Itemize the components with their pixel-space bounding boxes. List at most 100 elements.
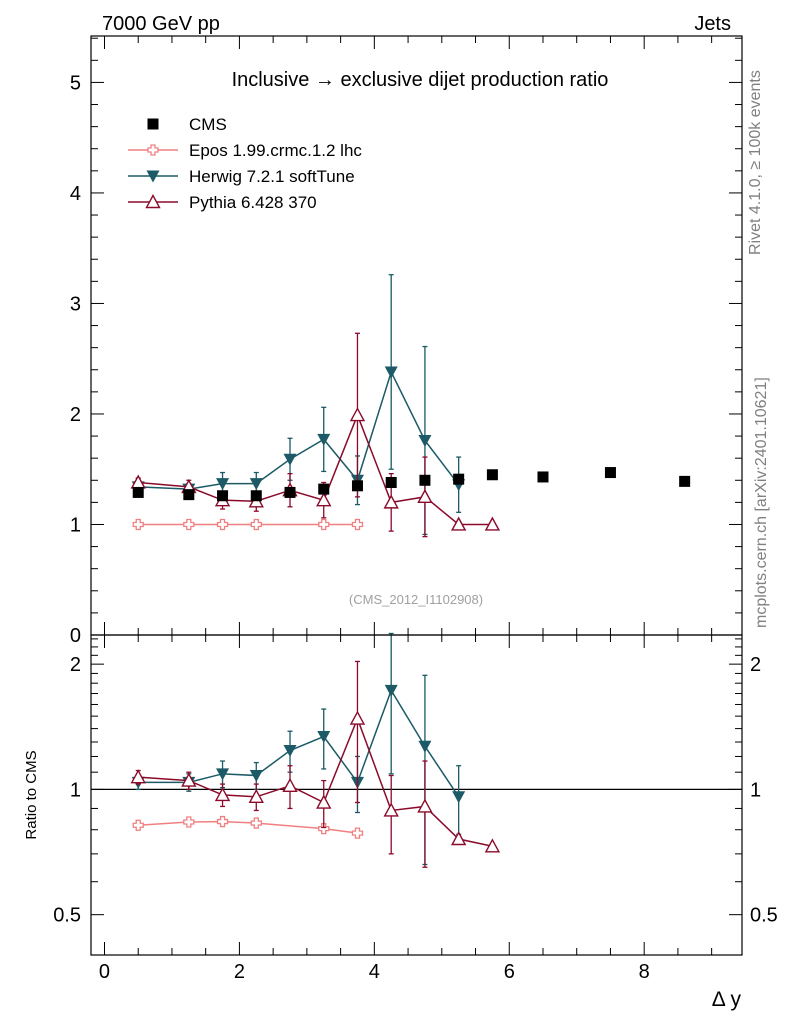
data-point-herwig: [216, 768, 230, 781]
data-point-cms: [385, 476, 397, 488]
ratio-y-tick-label-left: 0.5: [53, 905, 81, 927]
data-point-pythia: [130, 769, 146, 784]
data-point-pythia: [349, 407, 366, 422]
data-point-cms: [318, 483, 330, 495]
data-point-cms: [453, 473, 465, 485]
series-line-herwig: [138, 369, 460, 490]
rivet-version-label: Rivet 4.1.0, ≥ 100k events: [747, 70, 764, 255]
data-point-epos: [132, 518, 144, 531]
main-y-tick-label: 2: [70, 404, 81, 426]
data-point-epos: [216, 815, 229, 828]
data-point-pythia: [450, 516, 467, 531]
main-y-tick-label: 5: [70, 72, 81, 94]
legend-label-cms: CMS: [189, 115, 227, 134]
data-point-pythia: [349, 710, 366, 725]
data-point-pythia: [417, 798, 433, 813]
series-herwig-main: [131, 274, 466, 536]
series-pythia-ratio: [130, 660, 501, 868]
series-herwig-ratio: [131, 632, 466, 866]
data-point-pythia: [282, 777, 298, 793]
data-point-cms: [351, 480, 363, 492]
data-point-epos: [216, 518, 229, 531]
data-point-herwig: [317, 433, 331, 446]
main-y-tick-label: 4: [70, 183, 81, 205]
data-point-herwig: [384, 684, 398, 697]
data-point-cms: [604, 467, 616, 479]
data-point-epos: [250, 518, 262, 531]
data-point-herwig: [283, 745, 297, 758]
data-point-herwig: [249, 770, 263, 783]
data-point-epos: [183, 518, 195, 531]
main-y-tick-label: 3: [70, 293, 81, 315]
x-axis-label: Δ y: [712, 988, 742, 1011]
data-point-pythia: [214, 786, 231, 802]
series-line-pythia: [138, 413, 493, 526]
analysis-id-label: (CMS_2012_I1102908): [349, 592, 483, 607]
ratio-panel: 0.5 0.5 1 1 2 2 Ratio to CMS: [23, 632, 778, 956]
series-epos-main: [132, 518, 364, 531]
data-point-pythia: [181, 772, 197, 787]
main-y-tick-label: 0: [70, 625, 81, 647]
mcplots-source-label: mcplots.cern.ch [arXiv:2401.10621]: [753, 377, 770, 628]
data-point-epos: [351, 518, 364, 531]
ratio-y-tick-label-right: 0.5: [750, 905, 778, 927]
data-point-pythia: [248, 788, 264, 803]
header-group-label: Jets: [694, 13, 731, 35]
main-y-tick-label: 1: [70, 514, 81, 536]
header-energy-label: 7000 GeV pp: [102, 13, 220, 35]
data-point-herwig: [216, 478, 230, 491]
data-point-cms: [250, 490, 262, 502]
data-point-herwig: [452, 791, 466, 804]
legend-marker-herwig: [146, 170, 160, 183]
data-point-herwig: [317, 731, 331, 744]
x-tick-label: 4: [369, 961, 380, 983]
data-point-herwig: [384, 366, 398, 379]
legend-marker-cms: [147, 118, 159, 130]
x-tick-label: 0: [99, 961, 110, 983]
data-point-epos: [183, 816, 195, 828]
legend-label-epos: Epos 1.99.crmc.1.2 lhc: [189, 141, 362, 160]
data-point-cms: [217, 490, 229, 502]
legend: CMS Epos 1.99.crmc.1.2 lhc Herwig 7.2.1 so…: [128, 115, 362, 212]
ratio-y-tick-label-left: 2: [70, 654, 81, 676]
series-pythia-main: [130, 332, 501, 538]
legend-label-pythia: Pythia 6.428 370: [189, 193, 317, 212]
ratio-y-tick-label-right: 1: [750, 779, 761, 801]
data-point-cms: [486, 469, 498, 481]
data-point-pythia: [484, 516, 501, 531]
data-point-cms: [679, 475, 691, 487]
data-point-pythia: [450, 831, 467, 846]
data-point-pythia: [383, 494, 399, 509]
ratio-y-tick-label-left: 1: [70, 779, 81, 801]
data-point-pythia: [417, 488, 433, 504]
data-point-herwig: [418, 434, 432, 447]
legend-marker-pythia: [145, 194, 161, 209]
data-point-epos: [132, 819, 144, 831]
data-point-epos: [318, 822, 330, 835]
series-cms-main: [132, 467, 691, 502]
x-tick-label: 8: [639, 961, 650, 983]
data-point-cms: [183, 489, 195, 501]
ratio-frame: [90, 634, 743, 956]
legend-label-herwig: Herwig 7.2.1 softTune: [189, 167, 355, 186]
data-point-epos: [318, 518, 330, 531]
x-tick-label: 6: [504, 961, 515, 983]
ratio-y-tick-label-right: 2: [750, 654, 761, 676]
main-panel: 0 1 2 3 4 5 Inclusive → exclusive dijet produ…: [70, 35, 743, 647]
data-point-cms: [537, 471, 549, 483]
data-point-herwig: [283, 453, 297, 466]
x-tick-label: 2: [234, 961, 245, 983]
data-point-pythia: [383, 802, 399, 817]
data-point-pythia: [316, 794, 332, 809]
data-point-cms: [284, 486, 296, 498]
data-point-cms: [132, 486, 144, 498]
data-point-pythia: [316, 492, 332, 507]
data-point-herwig: [418, 740, 432, 753]
data-point-epos: [351, 827, 364, 839]
data-point-cms: [419, 474, 431, 486]
legend-marker-epos: [147, 144, 159, 156]
ratio-y-axis-label: Ratio to CMS: [23, 750, 40, 839]
series-epos-ratio: [132, 815, 364, 839]
data-point-herwig: [249, 478, 263, 491]
